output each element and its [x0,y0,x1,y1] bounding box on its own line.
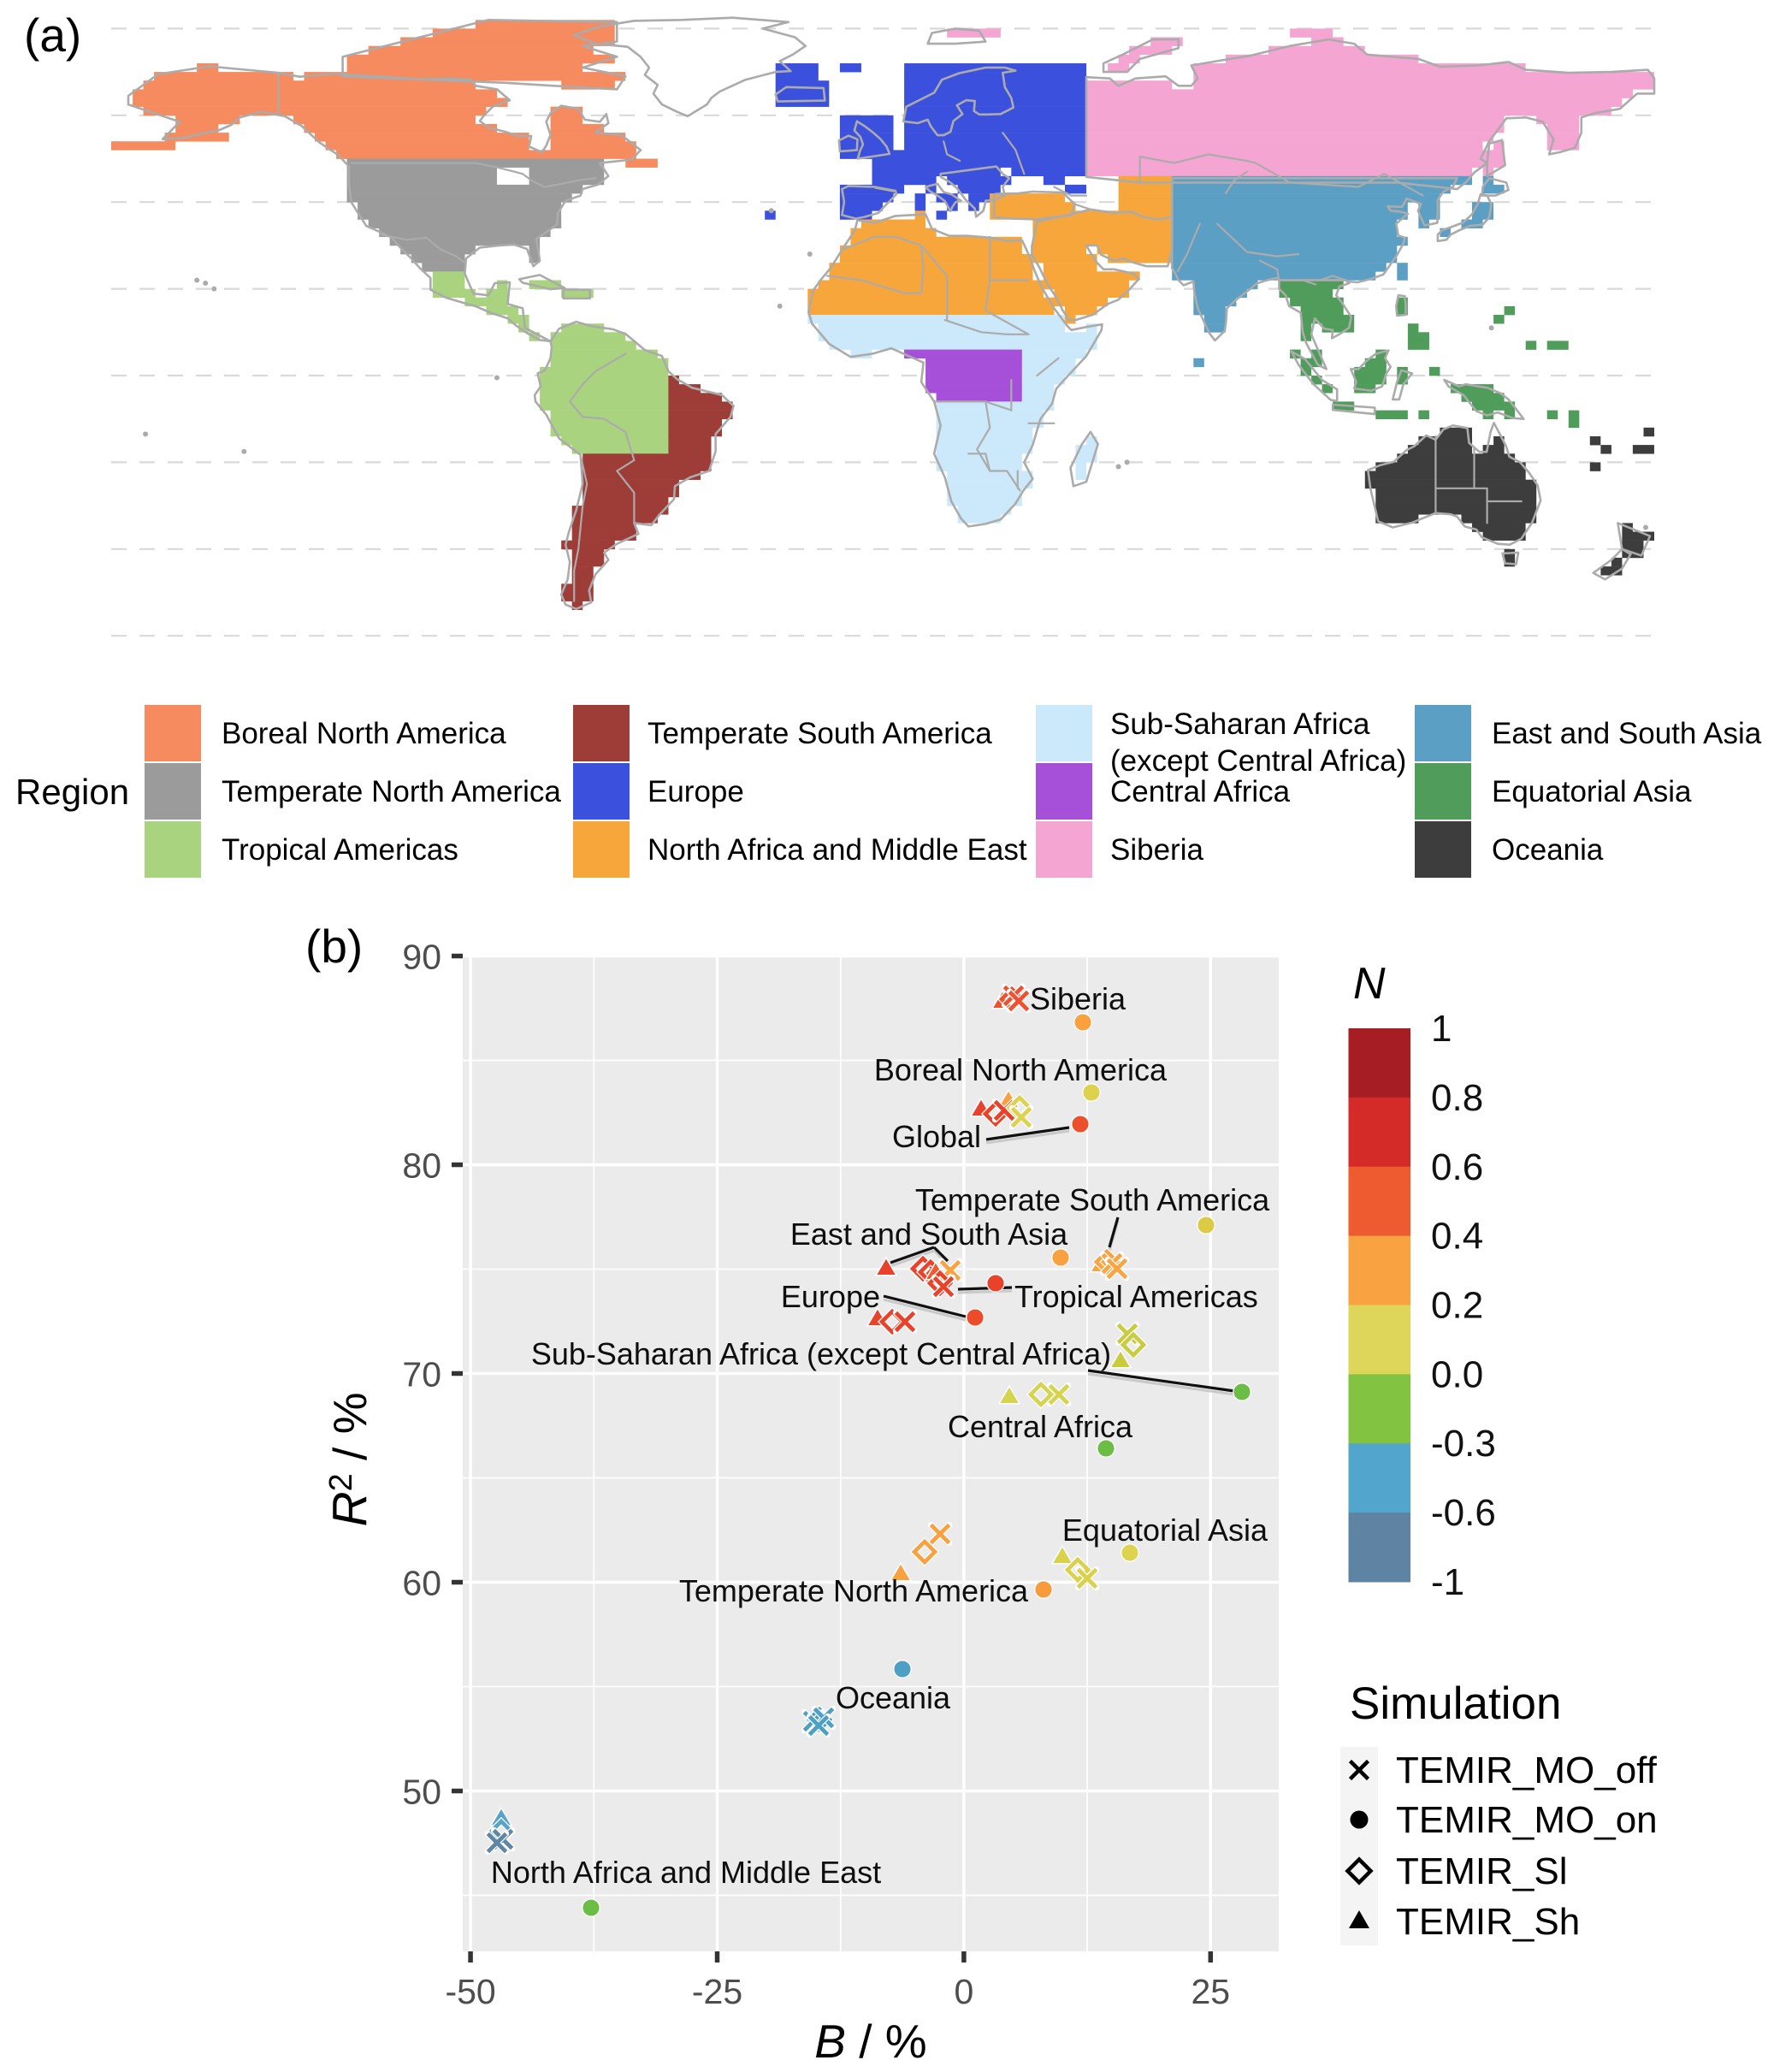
svg-text:North Africa and Middle East: North Africa and Middle East [647,833,1027,867]
svg-text:-0.3: -0.3 [1431,1423,1496,1465]
svg-text:B / %: B / % [814,2015,926,2068]
svg-text:TEMIR_Sh: TEMIR_Sh [1396,1901,1580,1943]
svg-text:(a): (a) [24,9,81,62]
svg-text:East and South Asia: East and South Asia [790,1217,1068,1252]
svg-text:Tropical Americas: Tropical Americas [1014,1279,1258,1314]
svg-text:25: 25 [1191,1972,1230,2011]
svg-text:TEMIR_MO_off: TEMIR_MO_off [1396,1749,1658,1791]
svg-text:Boreal North America: Boreal North America [874,1052,1168,1087]
svg-text:Equatorial Asia: Equatorial Asia [1062,1513,1268,1548]
svg-text:-1: -1 [1431,1561,1464,1603]
svg-text:70: 70 [402,1355,441,1394]
svg-text:80: 80 [402,1146,441,1186]
svg-text:Boreal North America: Boreal North America [222,717,506,750]
svg-text:Temperate South America: Temperate South America [915,1182,1270,1217]
svg-text:East and South Asia: East and South Asia [1492,717,1762,750]
svg-text:R2 / %: R2 / % [322,1392,377,1526]
svg-text:Oceania: Oceania [836,1680,951,1715]
svg-text:Sub-Saharan Africa (except Cen: Sub-Saharan Africa (except Central Afric… [531,1336,1111,1371]
svg-text:0.0: 0.0 [1431,1353,1483,1395]
svg-text:North Africa and Middle East: North Africa and Middle East [491,1855,881,1890]
svg-text:Central Africa: Central Africa [1110,775,1291,808]
svg-text:1: 1 [1431,1008,1452,1050]
svg-text:Europe: Europe [647,775,744,808]
svg-text:-50: -50 [445,1972,495,2011]
svg-text:50: 50 [402,1773,441,1812]
svg-text:Siberia: Siberia [1030,981,1126,1016]
svg-text:Oceania: Oceania [1492,833,1604,867]
svg-text:Temperate North America: Temperate North America [222,775,561,808]
svg-text:0: 0 [954,1972,973,2011]
svg-text:Simulation: Simulation [1350,1678,1561,1729]
svg-text:Central Africa: Central Africa [948,1409,1133,1444]
svg-text:Temperate North America: Temperate North America [679,1573,1029,1608]
svg-text:Equatorial Asia: Equatorial Asia [1492,775,1692,808]
svg-text:Europe: Europe [781,1279,880,1314]
svg-text:Global: Global [892,1119,981,1154]
svg-text:TEMIR_MO_on: TEMIR_MO_on [1396,1799,1658,1841]
svg-text:N: N [1353,959,1386,1009]
svg-text:Tropical Americas: Tropical Americas [222,833,458,867]
svg-text:(b): (b) [305,920,363,973]
svg-text:60: 60 [402,1564,441,1603]
svg-text:0.4: 0.4 [1431,1216,1483,1258]
svg-text:0.6: 0.6 [1431,1146,1483,1188]
svg-text:-0.6: -0.6 [1431,1492,1496,1534]
svg-text:Region: Region [15,772,129,812]
svg-text:0.8: 0.8 [1431,1077,1483,1119]
svg-text:90: 90 [402,938,441,977]
svg-text:-25: -25 [692,1972,742,2011]
svg-text:Siberia: Siberia [1110,833,1203,867]
svg-text:Temperate South America: Temperate South America [647,717,992,750]
svg-text:TEMIR_Sl: TEMIR_Sl [1396,1850,1567,1892]
svg-text:Sub-Saharan Africa: Sub-Saharan Africa [1110,707,1370,741]
svg-text:(except Central Africa): (except Central Africa) [1110,744,1406,778]
svg-text:0.2: 0.2 [1431,1285,1483,1327]
